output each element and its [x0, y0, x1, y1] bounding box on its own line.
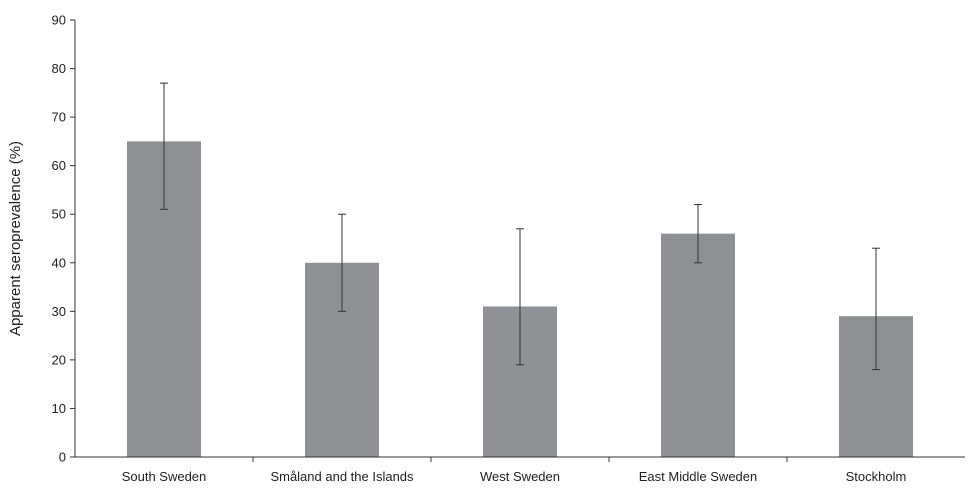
y-tick-label: 50 — [52, 207, 66, 222]
y-tick-label: 30 — [52, 304, 66, 319]
y-tick-label: 70 — [52, 110, 66, 125]
error-bar — [338, 213, 346, 312]
bar — [661, 233, 735, 457]
error-bars — [160, 82, 880, 371]
x-category-label: Stockholm — [846, 469, 907, 484]
y-tick-label: 0 — [59, 450, 66, 465]
y-tick-label: 40 — [52, 255, 66, 270]
y-tick-label: 90 — [52, 13, 66, 28]
error-bar — [160, 82, 168, 210]
y-tick-label: 60 — [52, 158, 66, 173]
error-bar — [694, 204, 702, 264]
x-axis-labels: South Sweden Småland and the Islands West … — [122, 457, 907, 484]
y-tick-label: 10 — [52, 401, 66, 416]
x-category-label: Småland and the Islands — [270, 469, 414, 484]
error-bar — [872, 247, 880, 371]
x-category-label: West Sweden — [480, 469, 560, 484]
y-axis-ticks: 0 10 20 30 40 50 60 70 80 90 — [52, 13, 75, 465]
error-bar — [516, 228, 524, 366]
y-axis-title: Apparent seroprevalence (%) — [7, 141, 24, 336]
y-tick-label: 80 — [52, 61, 66, 76]
y-tick-label: 20 — [52, 352, 66, 367]
x-category-label: East Middle Sweden — [639, 469, 758, 484]
x-category-label: South Sweden — [122, 469, 207, 484]
